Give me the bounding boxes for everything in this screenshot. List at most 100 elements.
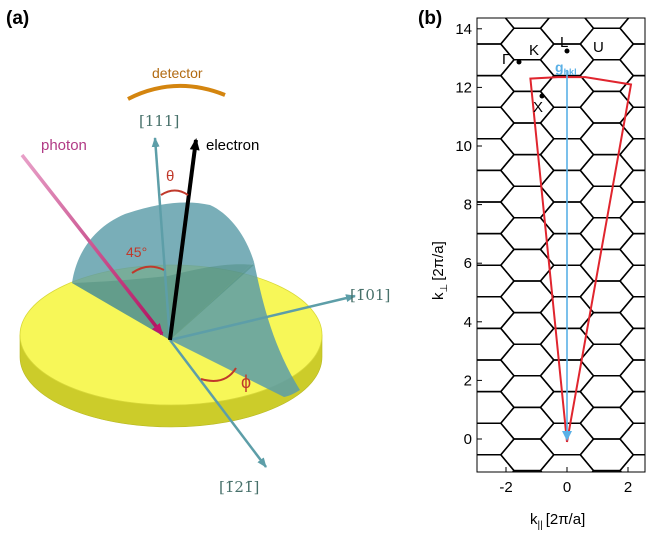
hexagon-cell	[382, 107, 435, 139]
x-axis-label: k||[2π/a]	[530, 511, 585, 531]
x-tick-label: -2	[499, 479, 512, 496]
y-tick-label: 8	[464, 197, 472, 214]
hexagon-cell	[660, 155, 664, 187]
hexagon-cell	[382, 328, 435, 360]
plot-frame	[477, 18, 645, 472]
y-tick-label: 6	[464, 255, 472, 272]
hexagon-cell	[580, 0, 633, 28]
y-tick-label: 12	[455, 79, 472, 96]
hexagon-cell	[382, 202, 435, 234]
dir-121-label: [1̄21̄]	[219, 478, 259, 496]
angle45-label: 45°	[126, 244, 147, 260]
hexagon-cell	[580, 376, 633, 408]
hexagon-cell	[501, 155, 554, 187]
gamma-label: Γ	[502, 51, 510, 68]
hexagon-cell	[620, 202, 664, 234]
hexagon-cell	[580, 407, 633, 439]
hexagon-cell	[660, 407, 664, 439]
dir-111-label: [111]	[139, 112, 179, 130]
hexagon-cell	[461, 392, 514, 424]
dir-101-label: [1̄01]	[350, 286, 390, 304]
hexagon-cell	[660, 471, 664, 503]
hexagon-cell	[382, 392, 435, 424]
hexagon-cell	[421, 471, 474, 503]
hexagon-cell	[660, 376, 664, 408]
hexagon-cell	[501, 123, 554, 155]
hexagon-cell	[660, 60, 664, 92]
hexagon-cell	[660, 502, 664, 534]
l-label: L	[560, 34, 568, 51]
hexagon-cell	[382, 44, 435, 76]
hexagon-cell	[501, 186, 554, 218]
hexagon-cell	[501, 0, 554, 28]
hexagon-cell	[421, 344, 474, 376]
hexagon-cell	[461, 0, 514, 12]
hexagon-cell	[660, 28, 664, 60]
hexagon-cell	[660, 344, 664, 376]
hexagon-cell	[580, 502, 633, 534]
hexagon-cell	[541, 0, 594, 12]
y-tick-label: 14	[455, 21, 472, 38]
hexagon-cell	[620, 76, 664, 108]
y-axis-label: k⊥[2π/a]	[430, 241, 450, 300]
hexagon-cell	[620, 297, 664, 329]
u-label: U	[593, 39, 604, 56]
hexagon-cell	[501, 407, 554, 439]
hexagon-cell	[660, 313, 664, 345]
hexagon-cell	[660, 0, 664, 28]
gamma-point	[517, 60, 522, 65]
integration-wedge	[530, 77, 631, 442]
hexagon-cell	[660, 249, 664, 281]
hexagon-cell	[382, 486, 435, 518]
g-label: ghkl	[555, 59, 577, 77]
hexagon-cell	[660, 91, 664, 123]
x-tick-label: 2	[624, 479, 632, 496]
hexagon-cell	[620, 139, 664, 171]
detector-arc	[128, 86, 225, 99]
hexagon-cell	[620, 392, 664, 424]
hexagon-cell	[620, 44, 664, 76]
x-label: X	[533, 99, 543, 116]
theta-label: θ	[166, 168, 174, 185]
hexagon-cell	[382, 455, 435, 487]
hexagon-cell	[580, 123, 633, 155]
hexagon-cell	[501, 249, 554, 281]
k-label: K	[529, 42, 539, 59]
y-tick-label: 4	[464, 314, 472, 331]
hexagon-cell	[382, 360, 435, 392]
hexagon-cell	[501, 376, 554, 408]
electron-label: electron	[206, 137, 259, 154]
hexagon-cell	[580, 155, 633, 187]
hexagon-cell	[620, 265, 664, 297]
hexagon-cell	[501, 344, 554, 376]
hexagon-cell	[501, 439, 554, 471]
y-tick-label: 10	[455, 138, 472, 155]
hexagon-cell	[620, 234, 664, 266]
hexagon-cell	[501, 313, 554, 345]
hexagon-cell	[620, 170, 664, 202]
hexagon-cell	[580, 186, 633, 218]
hexagon-cell	[382, 76, 435, 108]
hexagon-cell	[421, 155, 474, 187]
theta-arc	[161, 191, 188, 196]
hexagon-cell	[580, 344, 633, 376]
hexagon-cell	[501, 91, 554, 123]
hexagon-cell	[580, 249, 633, 281]
hexagon-cell	[620, 360, 664, 392]
hexagon-cell	[382, 170, 435, 202]
hexagon-cell	[580, 439, 633, 471]
hexagon-cell	[620, 12, 664, 44]
hexagon-cell	[461, 328, 514, 360]
hexagon-cell	[620, 328, 664, 360]
hexagon-cell	[580, 28, 633, 60]
hexagon-cell	[660, 218, 664, 250]
panel-a-label: (a)	[6, 8, 29, 29]
hexagon-cell	[501, 281, 554, 313]
hexagon-cell	[382, 423, 435, 455]
hexagon-cell	[382, 139, 435, 171]
hexagon-cell	[580, 60, 633, 92]
y-tick-label: 2	[464, 372, 472, 389]
